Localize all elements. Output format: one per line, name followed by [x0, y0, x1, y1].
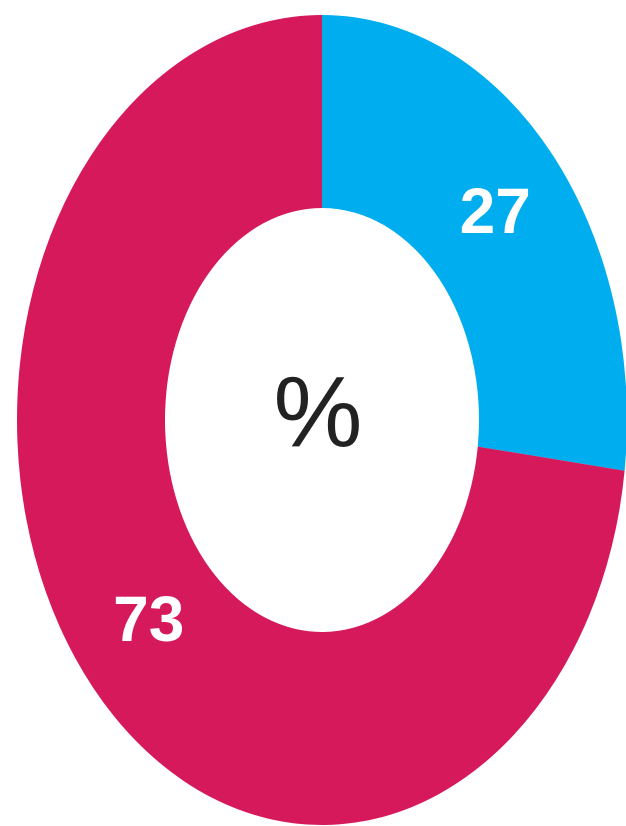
- value-label: 27: [460, 175, 531, 247]
- value-label: 73: [113, 583, 184, 655]
- slices: [16, 15, 626, 825]
- center-label: %: [274, 356, 363, 468]
- slice: [322, 15, 626, 471]
- slice: [16, 15, 625, 825]
